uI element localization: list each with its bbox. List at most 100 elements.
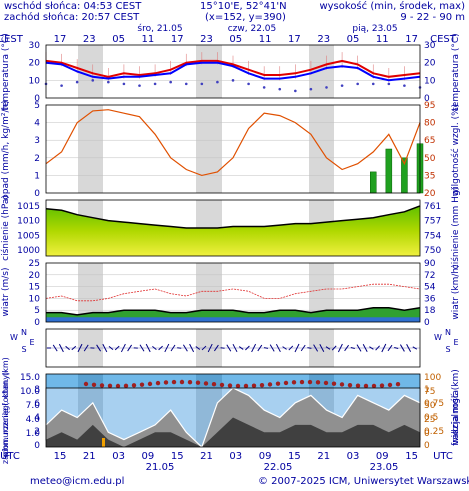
precip-tick-left: 1 — [34, 171, 40, 181]
cloud-low-area — [46, 417, 420, 447]
wind-direction-arrow — [257, 344, 263, 352]
cloud-top-dot — [347, 382, 353, 388]
dir-label-e-right: E — [453, 338, 458, 347]
pressure-panel-frame — [45, 199, 421, 257]
elevation-label: wysokość (min, środek, max) — [319, 1, 465, 12]
cloud-top-dot — [283, 380, 289, 386]
wind-direction-arrow — [307, 347, 312, 349]
pressure-area — [46, 205, 420, 256]
humidity-tick-right: 80 — [424, 119, 436, 129]
dew-point-dot — [371, 82, 375, 86]
cloud-top-dot — [163, 380, 169, 385]
wind-direction-arrow — [65, 345, 70, 351]
footer-email[interactable]: meteo@icm.edu.pl — [30, 476, 125, 487]
wind-direction-arrow — [325, 346, 331, 350]
wind-tick-right: 54 — [424, 283, 436, 293]
cloud-top-dot — [315, 380, 321, 385]
wind-direction-arrow — [182, 344, 188, 352]
cloud-top-dot — [259, 382, 265, 388]
cloud-top-dot — [299, 379, 305, 385]
cloudbase-tick-left: 15.0 — [20, 373, 40, 383]
cloud-top-dot — [147, 381, 153, 387]
dew-point-dot — [387, 82, 391, 86]
dew-point-dot — [60, 84, 63, 87]
fog-tick-right: 1 — [424, 385, 430, 395]
cloud-top-dot — [331, 381, 337, 386]
humidity-axis-label: wilgotność wzgl. (%) — [450, 104, 461, 196]
fog-fraction-bar — [102, 438, 105, 447]
dew-point-dot — [91, 79, 95, 82]
humidity-tick-right: 65 — [424, 136, 435, 146]
wind-gust-line — [45, 283, 421, 302]
wind-direction-arrow — [369, 346, 374, 350]
fog-tick-right: 0.25 — [424, 427, 444, 437]
cloud-top-dot — [267, 382, 273, 387]
wind-direction-arrow — [394, 346, 399, 350]
dew-point-dot — [75, 80, 79, 84]
wind-direction-arrow — [337, 343, 343, 353]
precip-tick-left: 5 — [34, 101, 40, 111]
cloud-top-dot — [219, 382, 225, 388]
wind-direction-arrow — [245, 345, 250, 351]
coords-text: 15°10'E, 52°41'N — [200, 1, 287, 12]
temp-tick-left: 10 — [29, 76, 41, 86]
dew-point-dot — [247, 82, 250, 86]
precip-tick-left: 4 — [34, 119, 40, 129]
wind-tick-right: 18 — [424, 306, 436, 316]
day-top-label: śro, 21.05 — [137, 23, 182, 34]
temp-panel-frame — [45, 44, 421, 99]
hour-top-label: 11 — [259, 34, 272, 45]
wind-direction-arrow — [139, 344, 145, 352]
dir-label-n: N — [21, 328, 27, 337]
cloud-top-dot — [235, 383, 241, 389]
fog-tick-right: 0.5 — [424, 413, 438, 423]
wind-direction-arrow — [294, 343, 300, 353]
wind-direction-arrow — [362, 344, 368, 352]
cloud-top-dot — [387, 382, 393, 388]
date-bottom-label: 22.05 — [264, 462, 293, 473]
wind-direction-arrow — [108, 345, 114, 351]
hour-bottom-label: 03 — [229, 451, 242, 462]
fog-axis-label: frakcja mgła — [451, 390, 461, 446]
wind-direction-arrow — [220, 347, 225, 349]
cloud-top-dot — [203, 381, 209, 386]
sunset-text: zachód słońca: 20:57 CEST — [4, 12, 140, 23]
day-top-label: czw, 22.05 — [228, 24, 277, 34]
hour-top-label: 23 — [317, 34, 330, 45]
dew-point-dot — [325, 86, 328, 89]
wind-tick-left: 10 — [29, 294, 41, 304]
dew-point-dot — [340, 84, 344, 87]
dir-label-s-right: S — [445, 345, 450, 354]
timezone-top-left: CEST — [0, 34, 24, 45]
cloud-top-dot — [251, 383, 257, 388]
hour-bottom-label: 09 — [142, 451, 155, 462]
cloud-top-dot — [275, 381, 281, 386]
pressure-tick-left: 1000 — [17, 246, 40, 256]
wind-direction-arrow — [269, 344, 275, 352]
wind-axis-label: wiatr (m/s) — [1, 268, 11, 317]
wind-direction-arrow — [387, 344, 393, 352]
timezone-top-right: CEST — [430, 34, 457, 45]
hour-bottom-label: 21 — [317, 451, 330, 462]
wind-direction-arrow — [226, 344, 232, 352]
cloud-top-dot — [123, 383, 129, 389]
wind-direction-arrow — [207, 343, 213, 353]
cloud-top-dot — [83, 381, 89, 387]
pressure-tick-right: 757 — [424, 217, 441, 227]
humidity-tick-right: 35 — [424, 171, 435, 181]
hour-top-label: 23 — [83, 34, 96, 45]
dew-point-dot — [138, 84, 141, 87]
dir-label-w-right: W — [434, 333, 442, 342]
cloud-top-dot — [91, 382, 97, 387]
hour-top-label: 11 — [376, 34, 389, 45]
dew-point-dot — [309, 87, 313, 91]
cloud-top-dot — [155, 380, 161, 386]
hour-top-label: 23 — [200, 34, 213, 45]
cloud-top-dot — [363, 383, 369, 389]
wind-direction-arrow — [96, 344, 102, 352]
wind-direction-arrow — [77, 343, 83, 353]
dew-point-dot — [231, 79, 235, 82]
wind-low-band — [46, 317, 420, 322]
pressure-tick-left: 1015 — [17, 202, 40, 212]
dir-label-s: S — [21, 345, 26, 354]
